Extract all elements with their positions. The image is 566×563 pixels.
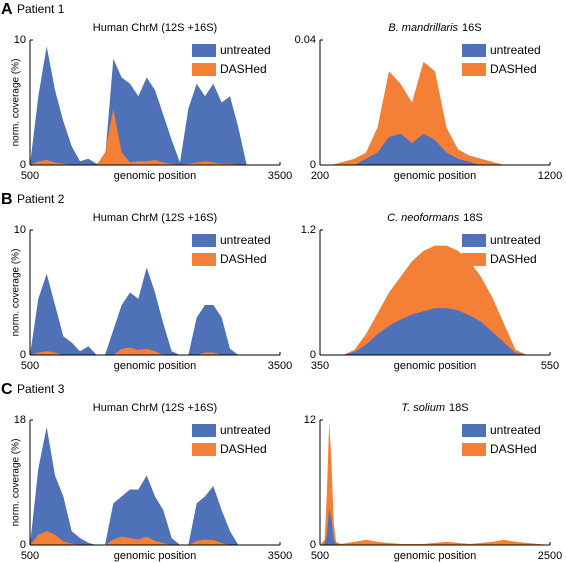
x-axis-label: genomic position <box>394 360 477 372</box>
y-tick-label: 10 <box>14 224 26 236</box>
legend-swatch <box>192 44 216 57</box>
legend-swatch <box>462 44 486 57</box>
y-tick-label: 0 <box>20 539 26 551</box>
y-axis-label: norm. coverage (%) <box>11 249 22 337</box>
legend-label: untreated <box>490 43 541 57</box>
y-tick-label: 12 <box>304 414 316 426</box>
chart-title: Human ChrM (12S +16S) <box>93 212 217 224</box>
chart-title: B. mandrillaris 16S <box>388 22 481 34</box>
x-tick-label: 500 <box>21 360 39 372</box>
x-axis-label: genomic position <box>394 170 477 182</box>
area <box>320 508 550 545</box>
panel-title: Patient 3 <box>17 382 65 396</box>
chart-title: Human ChrM (12S +16S) <box>93 402 217 414</box>
x-tick-label: 3500 <box>268 550 292 562</box>
x-axis-label: genomic position <box>114 360 197 372</box>
panel-title: Patient 1 <box>17 2 65 16</box>
x-tick-label: 2500 <box>538 550 562 562</box>
x-tick-label: 500 <box>21 550 39 562</box>
area <box>320 133 550 165</box>
x-tick-label: 3500 <box>268 360 292 372</box>
legend-swatch <box>462 253 486 266</box>
x-tick-label: 1200 <box>538 170 562 182</box>
area <box>320 422 550 545</box>
title-text: Human ChrM (12S +16S) <box>93 212 217 224</box>
organism: T. solium <box>401 402 445 414</box>
legend-swatch <box>462 63 486 76</box>
area <box>30 267 280 355</box>
area <box>30 531 280 545</box>
organism: B. mandrillaris <box>388 22 458 34</box>
area <box>320 245 550 355</box>
y-tick-label: 0.04 <box>295 34 316 46</box>
legend-label: untreated <box>220 233 271 247</box>
legend-label: DASHed <box>490 62 537 76</box>
legend-swatch <box>462 443 486 456</box>
legend-swatch <box>192 424 216 437</box>
x-axis-label: genomic position <box>394 550 477 562</box>
legend-label: DASHed <box>220 62 267 76</box>
legend-label: untreated <box>490 423 541 437</box>
chart-title: T. solium 18S <box>401 402 468 414</box>
y-tick-label: 0 <box>310 349 316 361</box>
legend-label: untreated <box>220 423 271 437</box>
title-rest: 16S <box>462 22 482 34</box>
legend-swatch <box>462 424 486 437</box>
x-tick-label: 550 <box>541 360 559 372</box>
area <box>30 347 280 355</box>
y-tick-label: 18 <box>14 414 26 426</box>
legend-swatch <box>192 63 216 76</box>
legend-label: DASHed <box>220 442 267 456</box>
y-tick-label: 0 <box>310 539 316 551</box>
panel-letter: A <box>1 1 13 18</box>
title-rest: 18S <box>449 402 469 414</box>
x-axis-label: genomic position <box>114 170 197 182</box>
area <box>320 308 550 355</box>
legend-label: DASHed <box>220 252 267 266</box>
area <box>30 426 280 545</box>
area <box>320 61 550 165</box>
legend-swatch <box>192 253 216 266</box>
y-axis-label: norm. coverage (%) <box>11 439 22 527</box>
legend-swatch <box>192 443 216 456</box>
y-tick-label: 0 <box>20 349 26 361</box>
y-tick-label: 0 <box>310 159 316 171</box>
panel-letter: B <box>1 191 13 208</box>
x-tick-label: 3500 <box>268 170 292 182</box>
panel-title: Patient 2 <box>17 192 65 206</box>
title-text: Human ChrM (12S +16S) <box>93 22 217 34</box>
legend-label: DASHed <box>490 252 537 266</box>
legend-swatch <box>192 234 216 247</box>
x-tick-label: 350 <box>311 360 329 372</box>
chart-title: Human ChrM (12S +16S) <box>93 22 217 34</box>
y-tick-label: 10 <box>14 34 26 46</box>
title-rest: 18S <box>463 212 483 224</box>
legend-label: untreated <box>220 43 271 57</box>
legend-swatch <box>462 234 486 247</box>
y-axis-label: norm. coverage (%) <box>11 59 22 147</box>
x-tick-label: 200 <box>311 170 329 182</box>
x-tick-label: 500 <box>21 170 39 182</box>
area <box>30 46 280 165</box>
legend-label: DASHed <box>490 442 537 456</box>
chart-title: C. neoformans 18S <box>387 212 483 224</box>
y-tick-label: 1.2 <box>301 224 316 236</box>
y-tick-label: 0 <box>20 159 26 171</box>
organism: C. neoformans <box>387 212 460 224</box>
title-text: Human ChrM (12S +16S) <box>93 402 217 414</box>
panel-letter: C <box>1 381 13 398</box>
x-tick-label: 500 <box>311 550 329 562</box>
x-axis-label: genomic position <box>114 550 197 562</box>
legend-label: untreated <box>490 233 541 247</box>
